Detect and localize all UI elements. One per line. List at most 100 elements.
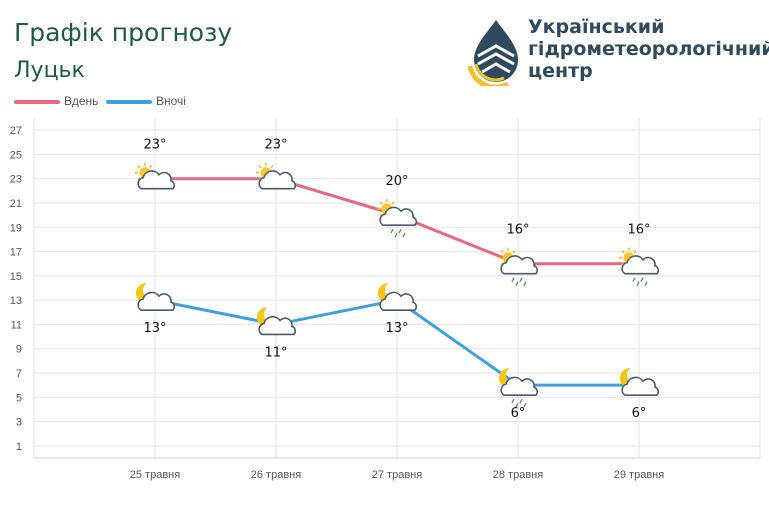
moon-shape: [619, 368, 639, 389]
x-tick-label: 28 травня: [493, 469, 543, 481]
y-tick-label: 9: [16, 344, 22, 356]
day-temp-label: 16°: [627, 223, 650, 238]
rain-drop: [398, 228, 402, 234]
y-tick-label: 15: [10, 271, 22, 283]
rain-drop: [636, 281, 640, 287]
day-temp-label: 23°: [264, 138, 287, 153]
sun-ray: [633, 250, 637, 254]
x-tick-label: 27 травня: [372, 469, 422, 481]
y-tick-label: 25: [10, 149, 22, 161]
rain-drop: [523, 281, 527, 287]
night-temp-label: 11°: [264, 345, 287, 360]
sun-cloud-rain-icon: [498, 247, 539, 287]
org-name-line-3: центр: [528, 60, 593, 82]
sun-ray: [621, 250, 625, 254]
sun-ray: [149, 165, 153, 169]
sun-ray: [258, 165, 262, 169]
y-tick-label: 3: [16, 417, 22, 429]
page-title: Графік прогнозу: [14, 18, 233, 47]
legend-night-label: Вночі: [156, 94, 186, 108]
sun-ray: [621, 262, 625, 266]
cloud-shape: [621, 255, 660, 275]
y-tick-label: 7: [16, 368, 22, 380]
sun-ray: [500, 250, 504, 254]
legend-night[interactable]: Вночі: [106, 94, 186, 108]
moon-cloud-rain-icon: [498, 368, 539, 408]
cloud-shape: [258, 170, 297, 190]
sun-ray: [137, 165, 141, 169]
org-logo-block: Український гідрометеорологічний центр: [467, 16, 769, 90]
rain-drop: [523, 402, 527, 408]
legend-day-swatch: [14, 99, 60, 104]
cloud-shape: [258, 315, 297, 336]
rain-drop: [511, 277, 515, 283]
night-temp-label: 6°: [632, 406, 647, 421]
sun-ray: [391, 201, 395, 205]
moon-shape: [377, 283, 397, 304]
cloud-shape: [379, 291, 418, 311]
rain-drop: [515, 281, 519, 287]
org-name: Український гідрометеорологічний центр: [528, 16, 769, 82]
sun-ray: [379, 201, 383, 205]
legend-day-label: Вдень: [64, 94, 99, 108]
y-tick-label: 21: [10, 198, 22, 210]
y-tick-label: 1: [16, 441, 22, 453]
rain-drop: [402, 232, 406, 238]
y-tick-label: 13: [10, 295, 22, 307]
org-name-line-2: гідрометеорологічний: [528, 38, 769, 60]
day-temp-label: 16°: [506, 223, 529, 238]
x-tick-label: 29 травня: [614, 469, 664, 481]
x-tick-label: 26 травня: [251, 469, 301, 481]
cloud-shape: [137, 170, 176, 190]
cloud-shape: [137, 291, 176, 311]
night-temp-label: 6°: [511, 406, 526, 421]
rain-drop: [632, 277, 636, 283]
moon-cloud-icon: [135, 283, 176, 311]
sun-ray: [512, 250, 516, 254]
org-name-line-1: Український: [528, 16, 665, 38]
city-name: Луцьк: [14, 58, 85, 83]
sun-cloud-icon: [135, 162, 176, 190]
sun-ray: [379, 213, 383, 217]
rain-drop: [390, 228, 394, 234]
day-temp-label: 23°: [143, 138, 166, 153]
moon-shape: [256, 307, 276, 328]
rain-drop: [394, 232, 398, 238]
night-temp-label: 13°: [143, 321, 166, 336]
rain-drop: [511, 398, 515, 404]
y-tick-label: 27: [10, 125, 22, 137]
rain-drop: [519, 398, 523, 404]
sun-ray: [258, 177, 262, 181]
cloud-shape: [621, 376, 660, 396]
rain-drop: [644, 281, 648, 287]
rain-drop: [519, 277, 523, 283]
sun-cloud-rain-icon: [619, 247, 660, 287]
cloud-shape: [500, 255, 539, 275]
rain-drop: [515, 402, 519, 408]
sun-ray: [500, 262, 504, 266]
y-tick-label: 23: [10, 174, 22, 186]
moon-cloud-icon: [377, 283, 418, 311]
sun-ray: [137, 177, 141, 181]
y-tick-label: 11: [11, 319, 22, 331]
legend-day[interactable]: Вдень: [14, 94, 98, 108]
y-tick-label: 19: [10, 222, 22, 234]
legend-night-swatch: [106, 99, 152, 104]
x-tick-label: 25 травня: [130, 469, 180, 481]
sun-ray: [270, 165, 274, 169]
cloud-shape: [500, 376, 539, 396]
sun-cloud-icon: [256, 162, 297, 190]
drop-logo-icon: [467, 20, 518, 90]
moon-shape: [498, 368, 518, 389]
sun-cloud-rain-icon: [377, 199, 418, 238]
cloud-shape: [379, 206, 418, 226]
rain-drop: [640, 277, 644, 283]
night-temp-label: 13°: [385, 321, 408, 336]
moon-cloud-icon: [256, 307, 297, 336]
day-temp-label: 20°: [385, 174, 408, 189]
moon-cloud-icon: [619, 368, 660, 396]
moon-shape: [135, 283, 155, 304]
y-tick-label: 5: [16, 392, 22, 404]
y-tick-label: 17: [10, 247, 22, 259]
